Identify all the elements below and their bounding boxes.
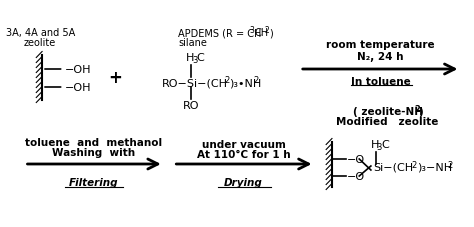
Text: N₂, 24 h: N₂, 24 h (357, 52, 404, 62)
Text: H: H (186, 53, 194, 63)
Text: 3: 3 (249, 26, 254, 35)
Text: H: H (371, 139, 379, 149)
Text: RO: RO (182, 101, 199, 111)
Text: 2: 2 (224, 75, 229, 84)
Text: silane: silane (178, 38, 207, 48)
Text: 2: 2 (448, 160, 453, 169)
Text: Washing  with: Washing with (52, 147, 135, 157)
Text: CH: CH (254, 28, 268, 38)
Text: APDEMS (R = CH: APDEMS (R = CH (178, 28, 262, 38)
Text: ): ) (269, 28, 273, 38)
Text: ( zeolite-NH: ( zeolite-NH (354, 106, 423, 116)
Text: C: C (197, 53, 204, 63)
Text: )₃−NH: )₃−NH (417, 162, 452, 172)
Text: 2: 2 (265, 26, 270, 35)
Text: 3: 3 (377, 142, 382, 151)
Text: Modified   zeolite: Modified zeolite (336, 116, 438, 126)
Text: 2: 2 (415, 105, 420, 114)
Text: −O: −O (346, 154, 365, 164)
Text: −O: −O (346, 171, 365, 181)
Text: C: C (382, 139, 389, 149)
Text: ): ) (419, 106, 423, 116)
Text: zeolite: zeolite (24, 38, 56, 48)
Text: At 110°C for 1 h: At 110°C for 1 h (197, 149, 290, 159)
Text: toluene  and  methanol: toluene and methanol (25, 137, 162, 147)
Text: under vacuum: under vacuum (201, 139, 285, 149)
Text: In toluene: In toluene (351, 77, 410, 87)
Text: 2: 2 (412, 160, 417, 169)
Text: Filtering: Filtering (69, 177, 118, 187)
Text: room temperature: room temperature (326, 40, 435, 50)
Text: 2: 2 (253, 75, 258, 84)
Text: +: + (108, 69, 122, 87)
Text: RO−Si−(CH: RO−Si−(CH (162, 78, 228, 88)
Text: 3A, 4A and 5A: 3A, 4A and 5A (6, 28, 75, 38)
Text: Drying: Drying (224, 177, 263, 187)
Text: −OH: −OH (64, 83, 91, 93)
Text: )₃•NH: )₃•NH (229, 78, 261, 88)
Text: −OH: −OH (64, 65, 91, 75)
Text: Si−(CH: Si−(CH (373, 162, 413, 172)
Text: 3: 3 (192, 55, 197, 64)
